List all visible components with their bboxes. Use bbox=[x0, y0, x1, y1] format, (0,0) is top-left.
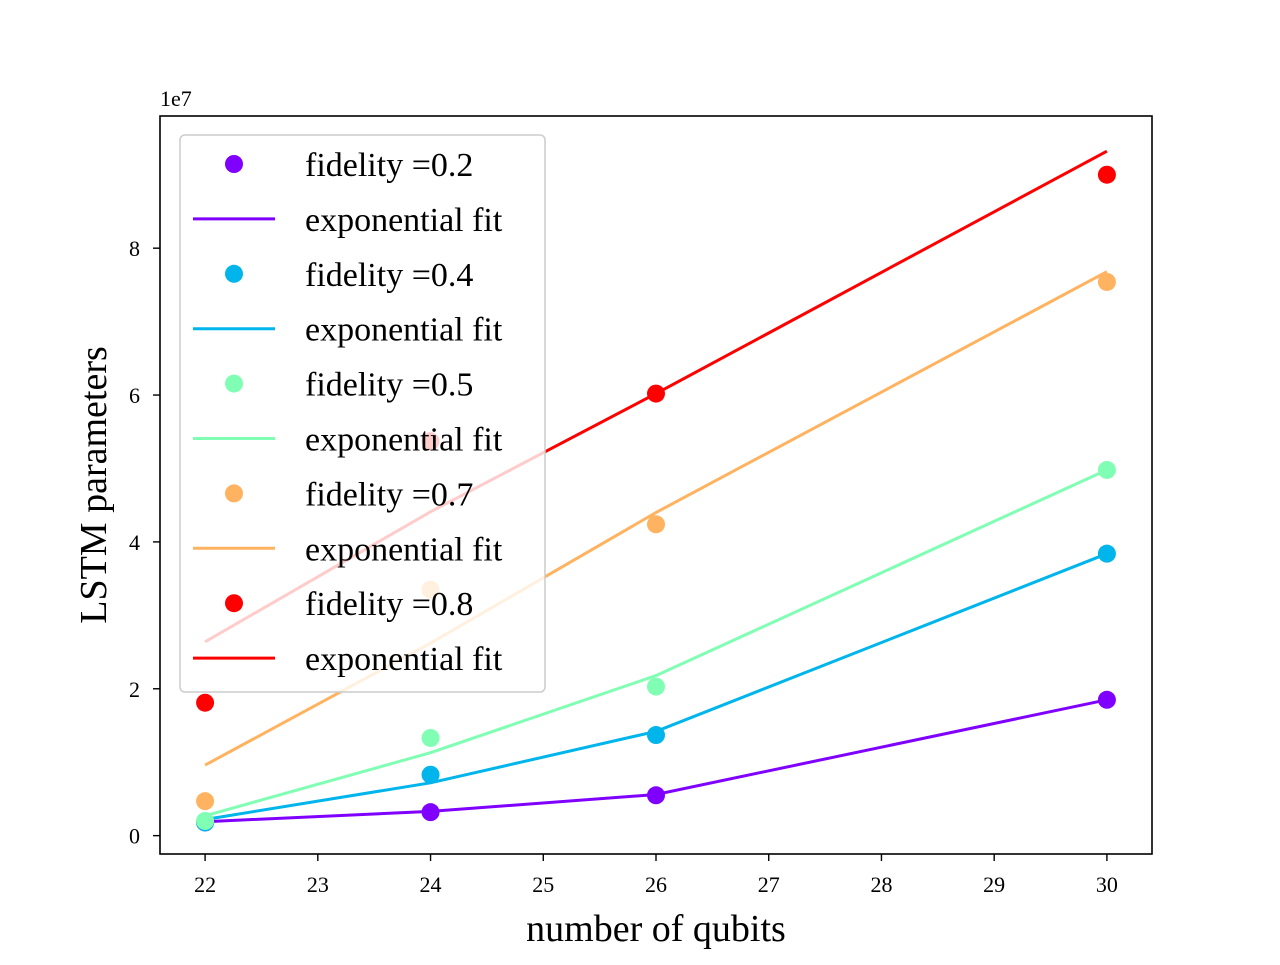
legend-label-fit: exponential fit bbox=[305, 202, 503, 239]
legend-marker-point bbox=[225, 594, 243, 613]
data-point-series-4 bbox=[647, 515, 665, 534]
data-point-series-2 bbox=[1097, 544, 1116, 563]
x-axis-label: number of qubits bbox=[526, 908, 786, 950]
x-tick-label: 29 bbox=[983, 872, 1005, 897]
x-tick-label: 25 bbox=[532, 872, 554, 897]
legend-label-fidelity: fidelity =0.5 bbox=[305, 367, 473, 404]
x-tick-label: 22 bbox=[194, 872, 216, 897]
data-point-series-4 bbox=[196, 792, 215, 811]
fit-line-series-1 bbox=[205, 698, 1108, 824]
data-point-series-2 bbox=[421, 765, 440, 784]
data-point-series-1 bbox=[647, 786, 665, 805]
legend-label-fit: exponential fit bbox=[305, 312, 503, 349]
y-tick-label: 0 bbox=[129, 824, 140, 849]
data-point-series-5 bbox=[647, 384, 665, 403]
legend-marker-point bbox=[225, 374, 243, 393]
y-offset-label: 1e7 bbox=[160, 86, 192, 111]
x-tick-label: 30 bbox=[1096, 872, 1118, 897]
legend-label-fidelity: fidelity =0.7 bbox=[305, 476, 473, 513]
x-tick-label: 24 bbox=[420, 872, 442, 897]
y-tick-label: 2 bbox=[129, 677, 140, 702]
legend-marker-point bbox=[225, 264, 243, 283]
data-point-series-4 bbox=[1097, 272, 1116, 291]
legend-marker-point bbox=[225, 155, 243, 173]
x-tick-label: 26 bbox=[645, 872, 667, 897]
legend-label-fidelity: fidelity =0.4 bbox=[305, 257, 473, 294]
data-point-series-3 bbox=[647, 677, 665, 696]
legend-marker-point bbox=[225, 484, 243, 503]
legend-label-fit: exponential fit bbox=[305, 641, 503, 678]
legend: fidelity =0.2 exponential fit fidelity =0.… bbox=[179, 134, 546, 693]
data-point-series-3 bbox=[1097, 460, 1116, 479]
data-point-series-5 bbox=[1097, 165, 1116, 184]
legend-box bbox=[179, 134, 546, 693]
data-point-series-1 bbox=[421, 803, 440, 822]
y-tick-label: 6 bbox=[129, 383, 140, 408]
data-point-series-3 bbox=[421, 728, 440, 747]
data-point-series-2 bbox=[647, 726, 665, 745]
legend-label-fidelity: fidelity =0.8 bbox=[305, 586, 473, 623]
x-tick-label: 23 bbox=[307, 872, 329, 897]
y-axis-label: LSTM parameters bbox=[73, 346, 115, 624]
data-point-series-3 bbox=[196, 811, 215, 830]
legend-label-fit: exponential fit bbox=[305, 422, 503, 459]
legend-label-fidelity: fidelity =0.2 bbox=[305, 147, 473, 184]
x-tick-label: 27 bbox=[758, 872, 780, 897]
x-tick-label: 28 bbox=[870, 872, 892, 897]
y-tick-label: 8 bbox=[129, 236, 140, 261]
legend-label-fit: exponential fit bbox=[305, 531, 503, 568]
y-tick-label: 4 bbox=[129, 530, 140, 555]
fit-line-series-3 bbox=[204, 468, 1108, 818]
data-point-series-5 bbox=[196, 693, 215, 712]
fit-line-series-2 bbox=[204, 552, 1108, 821]
data-point-series-1 bbox=[1097, 690, 1116, 709]
